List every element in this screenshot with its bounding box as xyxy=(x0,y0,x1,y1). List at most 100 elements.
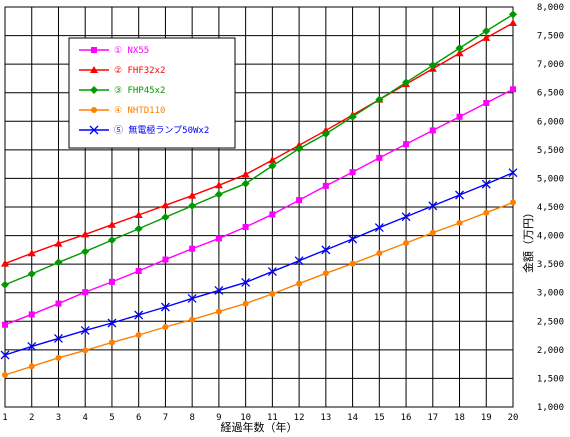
legend-label: ⑤ 無電極ランプ50Wx2 xyxy=(114,124,209,136)
data-point xyxy=(27,249,36,257)
data-point xyxy=(160,302,170,312)
data-point xyxy=(81,230,90,238)
series-5 xyxy=(0,168,518,360)
data-point xyxy=(295,144,304,153)
data-point xyxy=(188,191,197,199)
data-point xyxy=(162,324,169,330)
x-tick-label: 8 xyxy=(189,413,194,423)
data-point xyxy=(349,169,356,176)
x-tick-label: 10 xyxy=(240,413,251,423)
data-point xyxy=(241,179,250,188)
series-line xyxy=(4,88,514,326)
data-point xyxy=(89,125,99,135)
data-point xyxy=(161,213,170,222)
y-tick-label: 8,000 xyxy=(537,3,564,13)
data-point xyxy=(2,321,8,328)
legend-item: ③ FHP45x2 xyxy=(79,86,165,96)
data-point xyxy=(349,260,356,267)
data-point xyxy=(269,211,276,218)
legend-item: ④ NHTD110 xyxy=(79,106,165,116)
data-point xyxy=(374,223,384,233)
x-tick-label: 13 xyxy=(320,413,331,423)
data-point xyxy=(55,354,62,361)
data-point xyxy=(268,161,277,170)
data-point xyxy=(402,78,411,87)
legend-label: ③ FHP45x2 xyxy=(114,86,165,96)
y-tick-label: 6,500 xyxy=(537,89,564,99)
data-point xyxy=(135,268,142,274)
data-point xyxy=(215,235,222,242)
legend-label: ② FHF32x2 xyxy=(114,66,165,76)
data-point xyxy=(27,269,36,278)
y-axis-title: 金額（万円） xyxy=(521,207,535,273)
data-point xyxy=(135,332,142,338)
data-point xyxy=(429,229,436,236)
data-point xyxy=(108,278,115,285)
data-point xyxy=(90,86,98,94)
data-point xyxy=(376,154,383,161)
data-point xyxy=(187,293,197,303)
data-point xyxy=(108,339,115,346)
y-tick-label: 6,000 xyxy=(537,117,564,127)
x-axis-title: 経過年数（年） xyxy=(221,420,298,434)
x-tick-label: 15 xyxy=(374,413,385,423)
data-point xyxy=(107,220,116,228)
legend-item: ① NX55 xyxy=(79,46,149,56)
series-line xyxy=(4,201,514,376)
data-point xyxy=(269,290,276,297)
data-point xyxy=(508,168,518,178)
x-tick-label: 12 xyxy=(294,413,305,423)
y-tick-label: 7,000 xyxy=(537,60,564,70)
data-point xyxy=(134,211,143,218)
series-line xyxy=(4,22,514,265)
data-point xyxy=(482,33,491,41)
data-point xyxy=(161,201,170,209)
data-point xyxy=(107,236,116,245)
data-point xyxy=(428,61,437,70)
data-point xyxy=(376,250,383,257)
data-point xyxy=(510,86,516,93)
data-point xyxy=(483,100,490,106)
data-point xyxy=(483,209,490,216)
x-tick-label: 2 xyxy=(29,413,34,423)
data-point xyxy=(80,325,90,335)
plot-area-border xyxy=(4,6,514,408)
data-point xyxy=(348,234,358,244)
y-tick-label: 5,000 xyxy=(537,174,564,184)
series-2 xyxy=(1,19,517,267)
data-point xyxy=(242,300,249,307)
data-point xyxy=(403,240,410,246)
data-point xyxy=(322,270,329,277)
data-point xyxy=(82,289,89,296)
y-tick-label: 2,000 xyxy=(537,346,564,356)
data-point xyxy=(403,141,410,148)
x-axis-ticks: 1 2 3 4 5 6 7 8 9 10 11 12 13 14 15 16 17 18 19 20 xyxy=(2,413,518,423)
data-point xyxy=(509,19,517,26)
data-point xyxy=(455,49,464,57)
data-point xyxy=(134,310,144,320)
x-tick-label: 4 xyxy=(82,413,87,423)
data-point xyxy=(28,363,35,370)
series-line xyxy=(4,13,514,286)
data-point xyxy=(509,10,517,19)
data-point xyxy=(241,277,251,287)
data-point xyxy=(296,280,303,287)
data-point xyxy=(401,212,411,222)
data-point xyxy=(375,95,384,104)
legend: ① NX55 ② FHF32x2 ③ FHP45x2 ④ NHTD110 ⑤ 無電極ラン… xyxy=(68,37,236,149)
data-point xyxy=(55,300,62,307)
legend-label: ① NX55 xyxy=(114,46,149,56)
data-point xyxy=(428,201,438,211)
data-point xyxy=(429,127,436,134)
y-tick-label: 7,500 xyxy=(537,32,564,42)
y-tick-label: 5,500 xyxy=(537,146,564,156)
data-point xyxy=(0,350,10,360)
series-group xyxy=(0,10,518,378)
x-tick-label: 3 xyxy=(56,413,61,423)
data-point xyxy=(455,44,464,53)
data-point xyxy=(214,190,223,199)
data-point xyxy=(215,308,222,315)
data-point xyxy=(54,239,63,247)
data-point xyxy=(268,156,277,164)
